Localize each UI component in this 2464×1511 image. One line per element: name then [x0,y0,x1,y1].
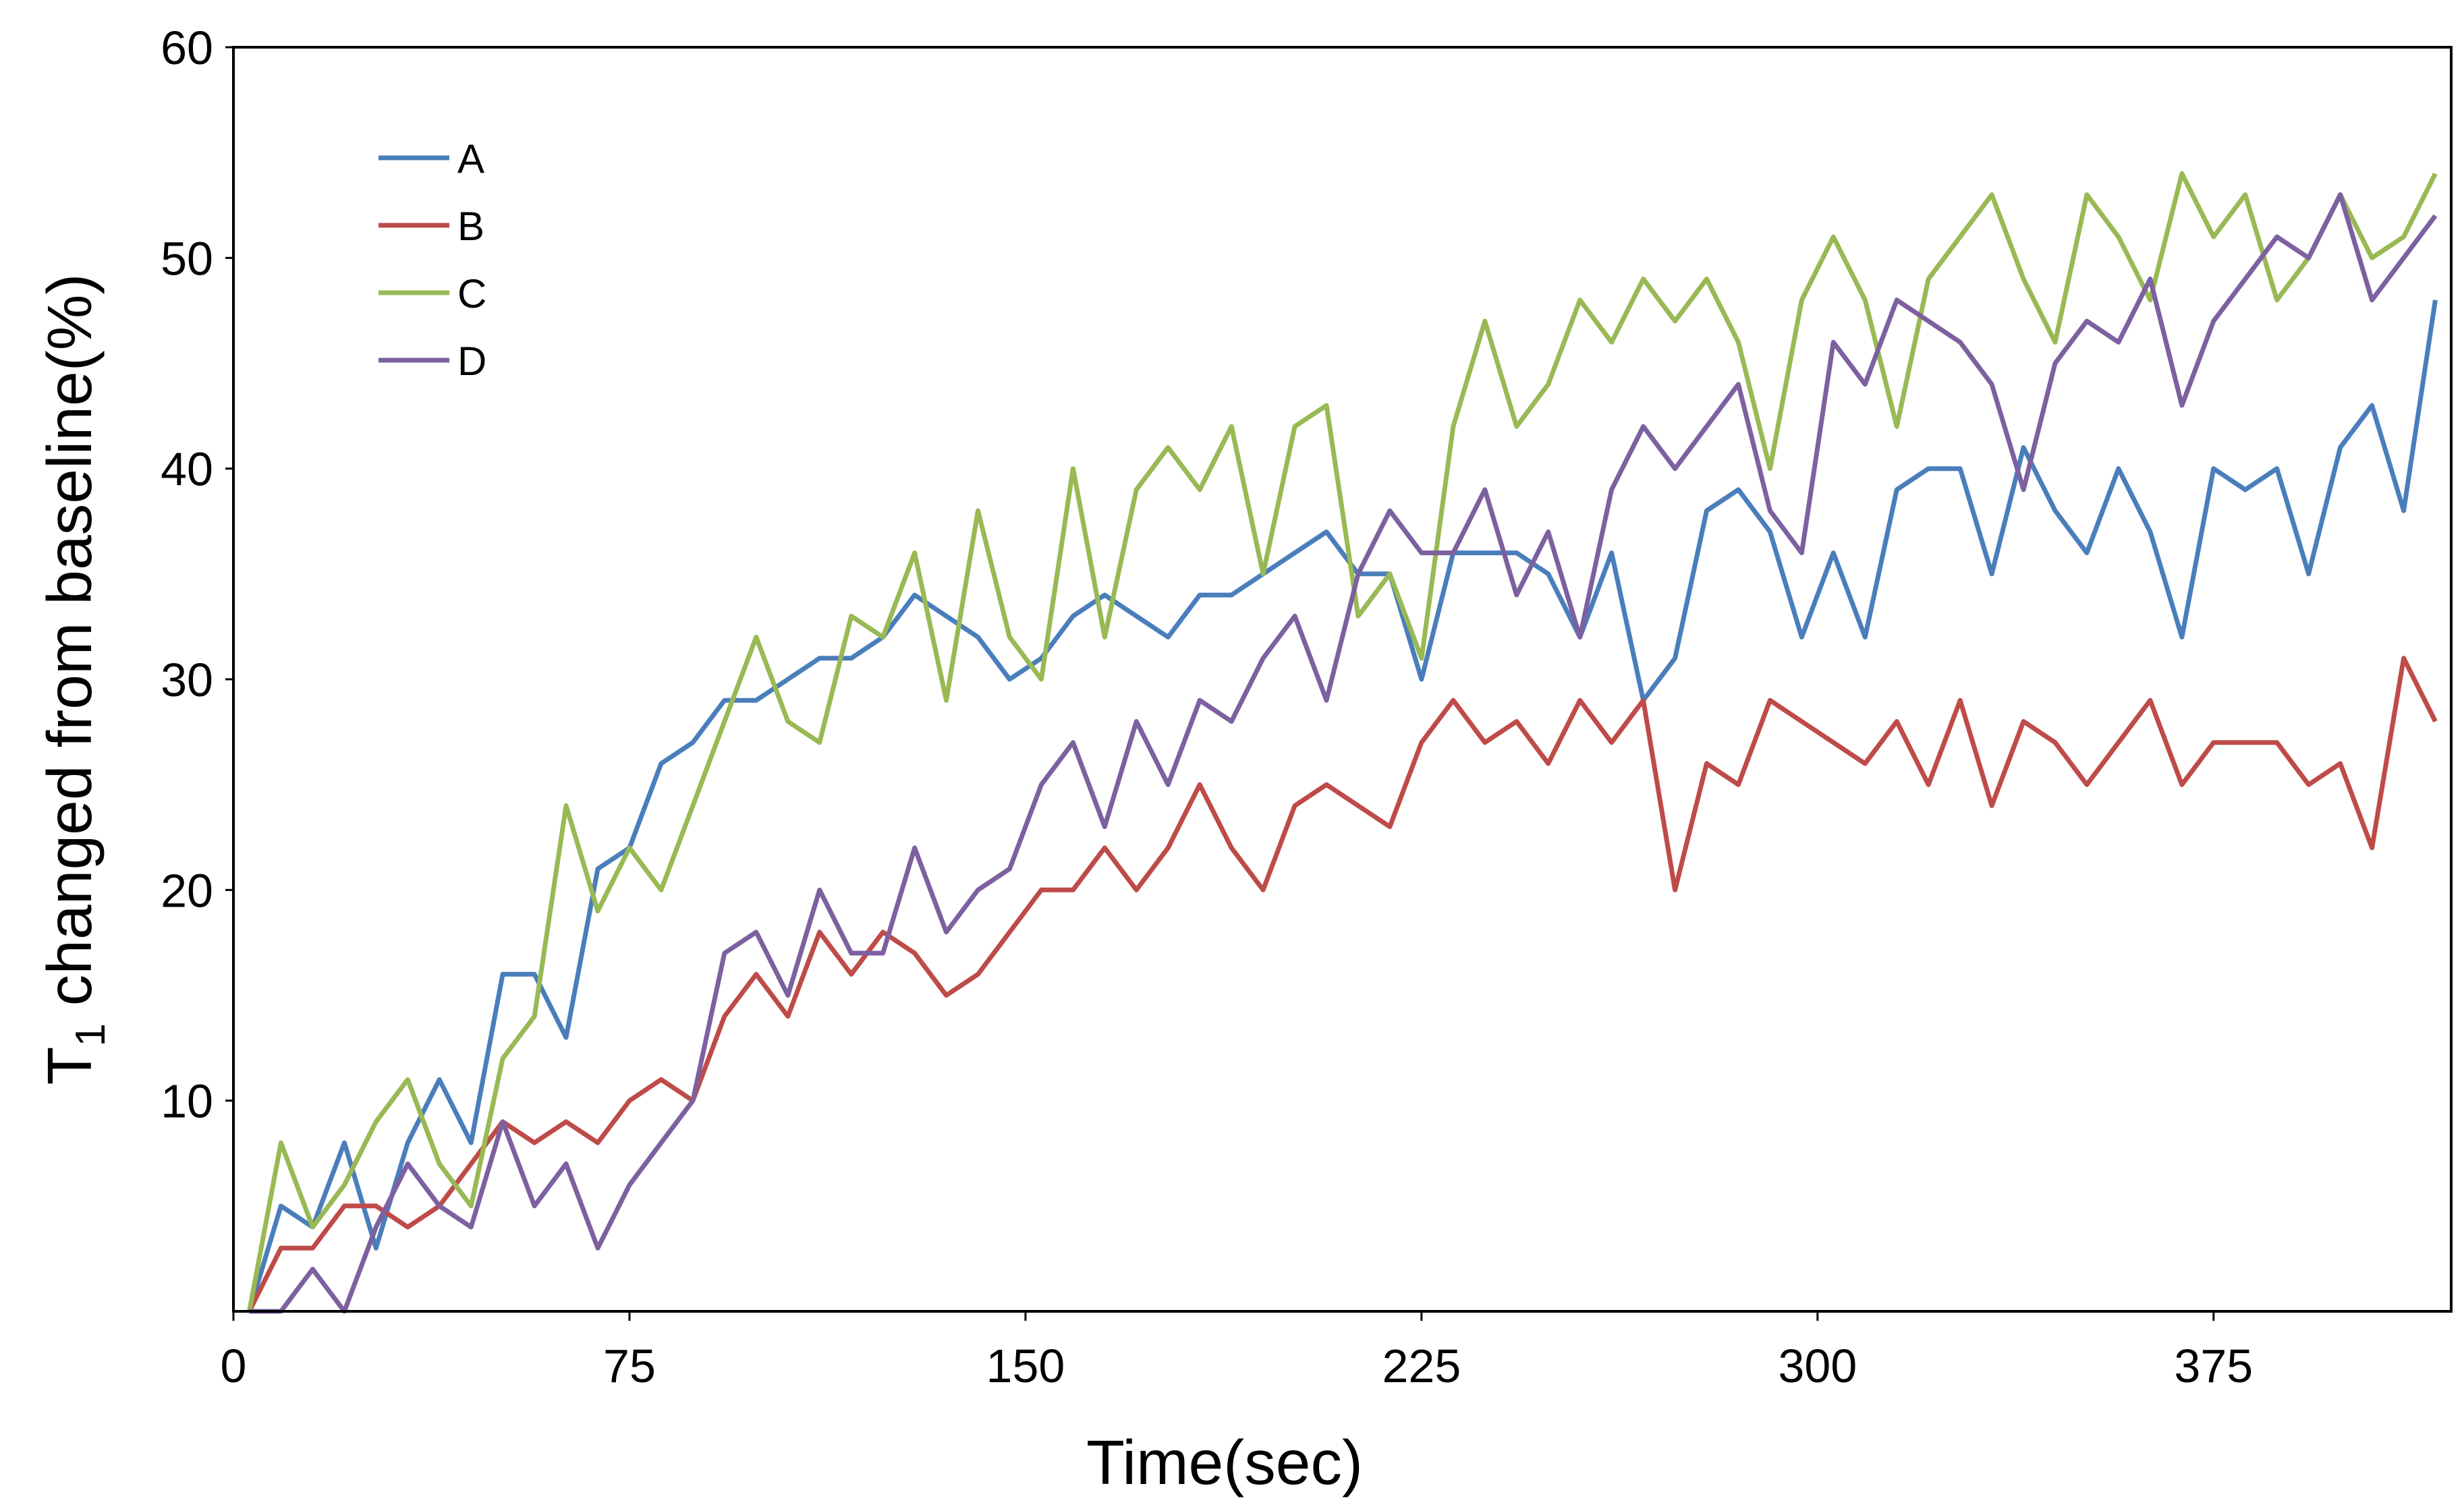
series-line [249,192,2438,1314]
y-axis-title-rest: changed from baseline(%) [34,274,105,1023]
y-tick-label: 50 [161,232,213,285]
x-tick-label: 0 [221,1340,247,1392]
series-line [247,656,2438,1313]
x-tick-label: 150 [986,1340,1065,1392]
series-line [247,300,2438,1313]
legend-label: B [457,204,484,249]
x-axis-title: Time(sec) [1086,1427,1363,1498]
x-tick-label: 225 [1382,1340,1461,1392]
y-axis-title-main: T [34,1047,105,1085]
y-tick-label: 10 [161,1075,213,1128]
legend-label: C [457,271,486,316]
x-tick-label: 375 [2174,1340,2253,1392]
y-tick-label: 30 [161,654,213,706]
plot-frame [232,46,2453,1313]
y-tick-label: 40 [161,443,213,496]
y-tick-label: 60 [161,22,213,74]
series-line [247,171,2438,1312]
y-axis-title-sub: 1 [67,1023,114,1046]
legend-label: A [457,136,484,181]
x-tick-label: 75 [603,1340,656,1392]
x-tick-label: 300 [1778,1340,1857,1392]
y-tick-label: 20 [161,864,213,917]
legend-label: D [457,339,486,384]
y-axis-title: T1 changed from baseline(%) [34,274,114,1085]
